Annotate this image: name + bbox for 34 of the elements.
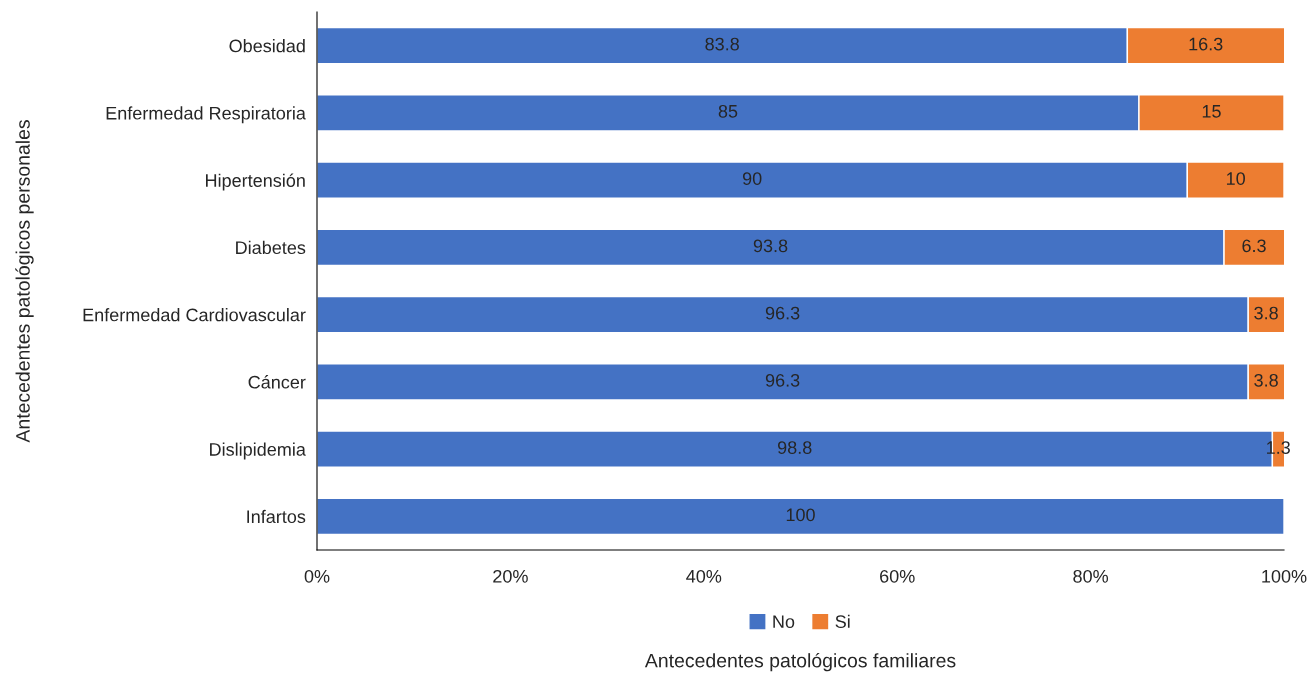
y-tick-label: Enfermedad Cardiovascular	[83, 308, 306, 322]
y-tick-label: Infartos	[247, 509, 306, 524]
data-label: 96.3	[765, 373, 800, 387]
data-label: 90	[742, 172, 762, 185]
data-label: 93.8	[753, 239, 788, 253]
x-tick-label: 80%	[1073, 569, 1109, 583]
legend-label: Si	[835, 614, 850, 629]
data-label: 83.8	[705, 37, 739, 51]
y-tick-label: Hipertensión	[206, 173, 305, 191]
data-label: 1.3	[1267, 441, 1290, 454]
y-axis-title: Antecedentes patológicos personales	[15, 120, 34, 443]
data-label: 16.3	[1189, 37, 1223, 51]
x-tick-label: 0%	[304, 569, 330, 583]
y-tick-label: Obesidad	[229, 39, 305, 53]
legend-label: No	[773, 615, 795, 629]
bar	[317, 497, 1284, 536]
y-tick-label: Diabetes	[236, 240, 306, 255]
data-label: 96.3	[765, 306, 800, 320]
data-label: 10	[1226, 172, 1245, 185]
x-axis-title: Antecedentes patológicos familiares	[644, 652, 956, 672]
data-label: 3.8	[1254, 306, 1278, 320]
x-tick-label: 60%	[880, 569, 915, 583]
x-tick-label: 100%	[1262, 569, 1307, 583]
y-tick-label: Cáncer	[248, 375, 306, 389]
y-tick-label: Enfermedad Respiratoria	[106, 106, 306, 124]
data-label: 100	[786, 508, 815, 522]
data-label: 3.8	[1254, 373, 1278, 387]
data-label: 15	[1202, 105, 1221, 118]
x-tick-label: 40%	[686, 569, 722, 583]
data-label: 85	[718, 104, 738, 118]
x-tick-label: 20%	[493, 569, 528, 583]
data-label: 98.8	[777, 441, 812, 454]
data-label: 6.3	[1242, 239, 1266, 253]
y-tick-label: Dislipidemia	[210, 442, 306, 460]
